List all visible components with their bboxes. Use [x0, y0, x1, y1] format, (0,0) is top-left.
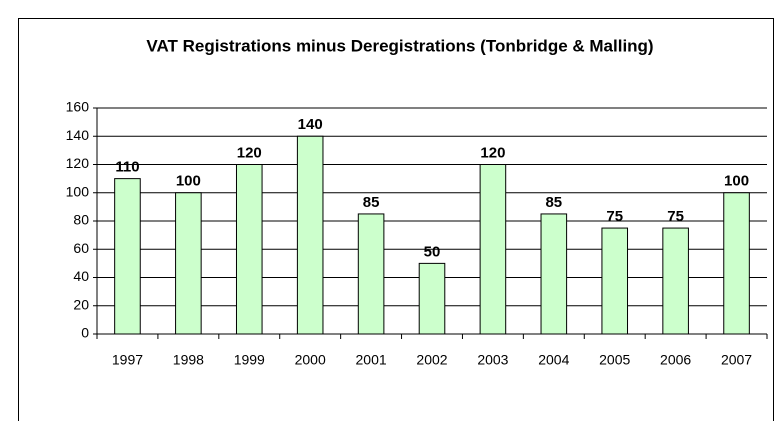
x-tick-label: 1998: [173, 352, 204, 368]
value-label: 75: [667, 208, 684, 225]
y-tick-label: 80: [73, 212, 89, 228]
x-tick-label: 1997: [112, 352, 143, 368]
bar: [235, 164, 263, 335]
chart-title: VAT Registrations minus Deregistrations …: [146, 36, 653, 55]
value-label: 140: [298, 116, 323, 133]
y-tick-label: 40: [73, 268, 89, 284]
x-tick-label: 2005: [599, 352, 630, 368]
bar: [479, 164, 507, 335]
value-label: 85: [363, 194, 380, 211]
y-tick-label: 120: [66, 155, 90, 171]
bar: [662, 227, 689, 335]
chart-frame: [18, 18, 774, 421]
x-tick-label: 2000: [295, 352, 326, 368]
y-tick-label: 20: [73, 296, 89, 312]
bar: [723, 192, 750, 335]
value-label: 100: [724, 173, 749, 190]
bar: [175, 192, 202, 335]
x-tick-label: 2003: [477, 352, 508, 368]
value-label: 100: [176, 173, 201, 190]
value-label: 50: [424, 243, 441, 260]
bar: [601, 227, 629, 335]
bar: [418, 262, 446, 335]
x-tick-label: 2007: [721, 352, 752, 368]
value-label: 110: [115, 159, 139, 176]
bar: [357, 213, 385, 335]
bar: [296, 135, 324, 335]
x-tick-label: 1999: [234, 352, 265, 368]
x-tick-label: 2001: [356, 352, 387, 368]
y-tick-label: 60: [73, 240, 89, 256]
x-tick-label: 2002: [416, 352, 447, 368]
x-tick-label: 2004: [538, 352, 569, 368]
value-label: 85: [545, 194, 562, 211]
y-tick-label: 160: [66, 99, 90, 115]
y-tick-label: 140: [66, 127, 90, 143]
value-label: 120: [480, 144, 505, 161]
x-tick-label: 2006: [660, 352, 691, 368]
y-tick-label: 100: [66, 183, 90, 199]
bar: [114, 178, 141, 335]
bar: [540, 213, 568, 335]
value-label: 75: [606, 208, 623, 225]
y-tick-label: 0: [81, 325, 89, 341]
value-label: 120: [237, 144, 262, 161]
